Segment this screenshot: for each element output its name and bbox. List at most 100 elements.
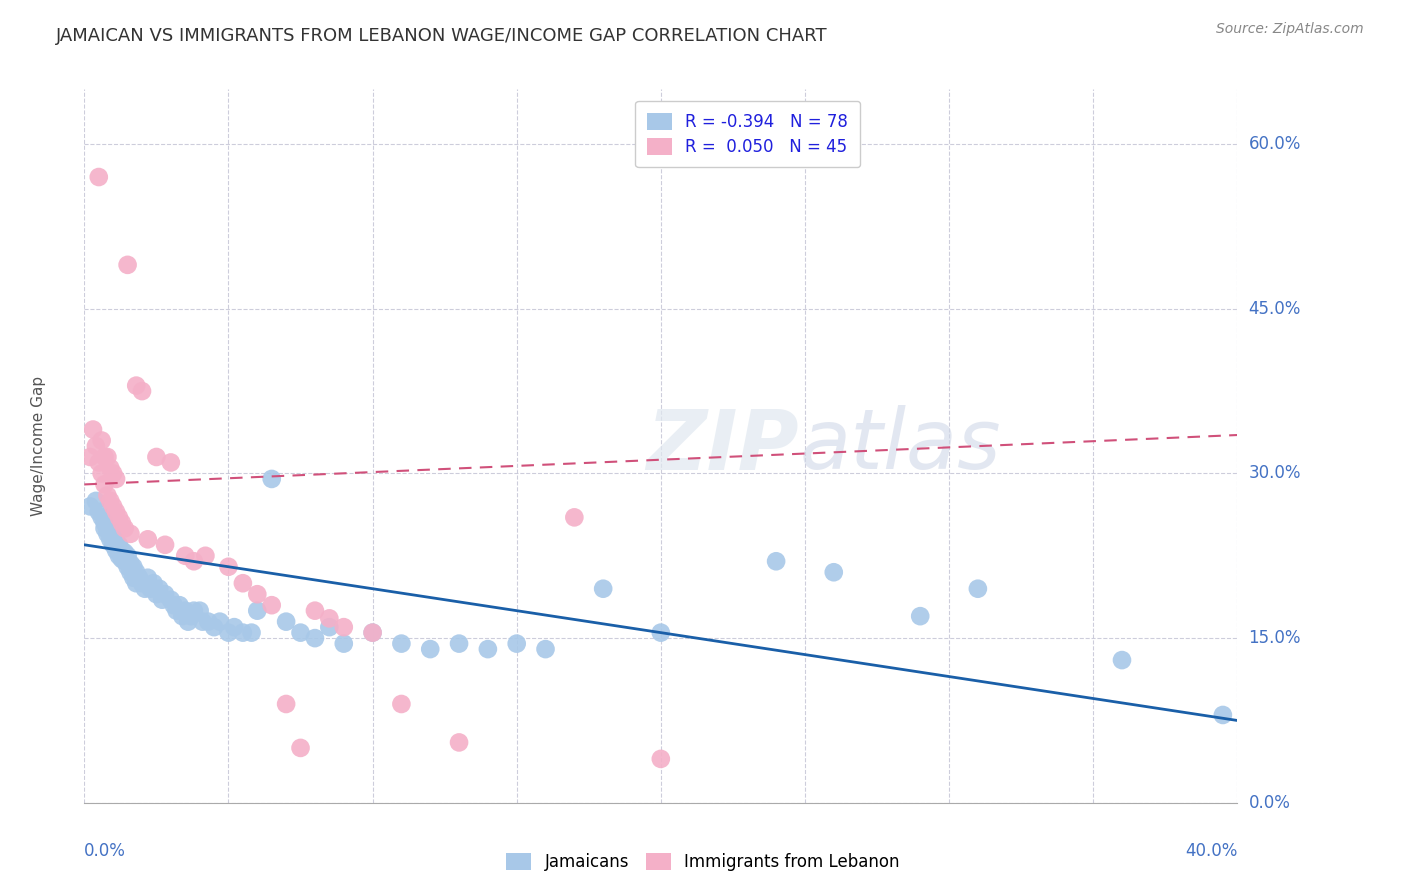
Point: [148, 582, 170, 596]
Point: [172, 609, 194, 624]
Point: [224, 620, 246, 634]
Point: [183, 554, 205, 568]
Point: [114, 545, 136, 559]
Point: [174, 549, 197, 563]
Point: [142, 576, 165, 591]
Text: 0.0%: 0.0%: [1249, 794, 1291, 812]
Point: [153, 538, 176, 552]
Point: [131, 576, 153, 591]
Text: 15.0%: 15.0%: [1249, 629, 1301, 647]
Point: [191, 615, 214, 629]
Point: [82, 423, 104, 437]
Point: [98, 524, 121, 538]
Point: [90, 467, 112, 481]
Point: [318, 620, 340, 634]
Text: 45.0%: 45.0%: [1249, 300, 1301, 318]
Point: [103, 467, 124, 481]
Point: [122, 559, 145, 574]
Point: [84, 439, 107, 453]
Point: [105, 505, 128, 519]
Point: [765, 554, 787, 568]
Point: [183, 604, 205, 618]
Point: [391, 637, 413, 651]
Point: [150, 592, 173, 607]
Point: [153, 587, 176, 601]
Point: [967, 582, 990, 596]
Point: [125, 566, 148, 580]
Text: 40.0%: 40.0%: [1185, 842, 1237, 860]
Point: [163, 598, 186, 612]
Point: [534, 642, 557, 657]
Point: [96, 450, 118, 464]
Point: [391, 697, 413, 711]
Point: [120, 557, 142, 571]
Point: [246, 587, 269, 601]
Point: [136, 571, 159, 585]
Point: [120, 526, 142, 541]
Point: [208, 615, 231, 629]
Point: [93, 516, 115, 530]
Point: [111, 543, 134, 558]
Point: [108, 538, 131, 552]
Point: [87, 455, 110, 469]
Point: [90, 510, 112, 524]
Point: [105, 543, 128, 558]
Point: [290, 625, 312, 640]
Point: [117, 549, 139, 563]
Point: [134, 582, 156, 596]
Point: [103, 500, 124, 514]
Point: [120, 566, 142, 580]
Point: [240, 625, 263, 640]
Point: [96, 488, 118, 502]
Point: [232, 576, 254, 591]
Point: [145, 587, 167, 601]
Point: [122, 571, 145, 585]
Point: [108, 549, 131, 563]
Point: [232, 625, 254, 640]
Point: [103, 530, 124, 544]
Text: 60.0%: 60.0%: [1249, 135, 1301, 153]
Point: [145, 450, 167, 464]
Point: [105, 534, 128, 549]
Point: [169, 598, 191, 612]
Point: [274, 615, 298, 629]
Point: [290, 740, 312, 755]
Point: [108, 510, 131, 524]
Text: 30.0%: 30.0%: [1249, 465, 1301, 483]
Point: [592, 582, 614, 596]
Point: [79, 500, 101, 514]
Point: [98, 461, 121, 475]
Point: [136, 533, 159, 547]
Point: [93, 450, 115, 464]
Text: Source: ZipAtlas.com: Source: ZipAtlas.com: [1216, 22, 1364, 37]
Point: [87, 169, 110, 184]
Point: [125, 378, 148, 392]
Point: [304, 604, 326, 618]
Point: [274, 697, 298, 711]
Point: [93, 521, 115, 535]
Point: [96, 521, 118, 535]
Point: [180, 609, 202, 624]
Point: [246, 604, 269, 618]
Point: [332, 637, 354, 651]
Point: [93, 477, 115, 491]
Text: JAMAICAN VS IMMIGRANTS FROM LEBANON WAGE/INCOME GAP CORRELATION CHART: JAMAICAN VS IMMIGRANTS FROM LEBANON WAGE…: [56, 27, 828, 45]
Point: [114, 554, 136, 568]
Point: [217, 625, 239, 640]
Point: [1212, 708, 1234, 723]
Point: [174, 604, 197, 618]
Point: [111, 516, 134, 530]
Point: [166, 604, 188, 618]
Point: [103, 538, 124, 552]
Point: [125, 576, 148, 591]
Point: [117, 559, 139, 574]
Point: [114, 521, 136, 535]
Point: [361, 625, 384, 640]
Point: [419, 642, 441, 657]
Point: [160, 592, 183, 607]
Point: [90, 434, 112, 448]
Point: [111, 552, 134, 566]
Point: [117, 258, 139, 272]
Point: [506, 637, 529, 651]
Point: [197, 615, 219, 629]
